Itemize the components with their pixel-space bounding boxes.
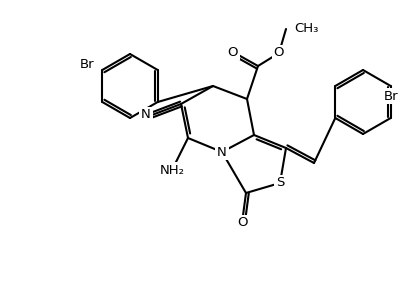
Text: S: S (276, 177, 284, 189)
Text: O: O (237, 217, 247, 229)
Text: CH₃: CH₃ (294, 23, 318, 35)
Text: N: N (217, 146, 227, 159)
Text: Br: Br (79, 59, 94, 72)
Text: O: O (274, 46, 284, 59)
Text: N: N (141, 108, 151, 122)
Text: NH₂: NH₂ (159, 164, 185, 177)
Text: O: O (228, 46, 238, 59)
Text: Br: Br (384, 90, 398, 102)
